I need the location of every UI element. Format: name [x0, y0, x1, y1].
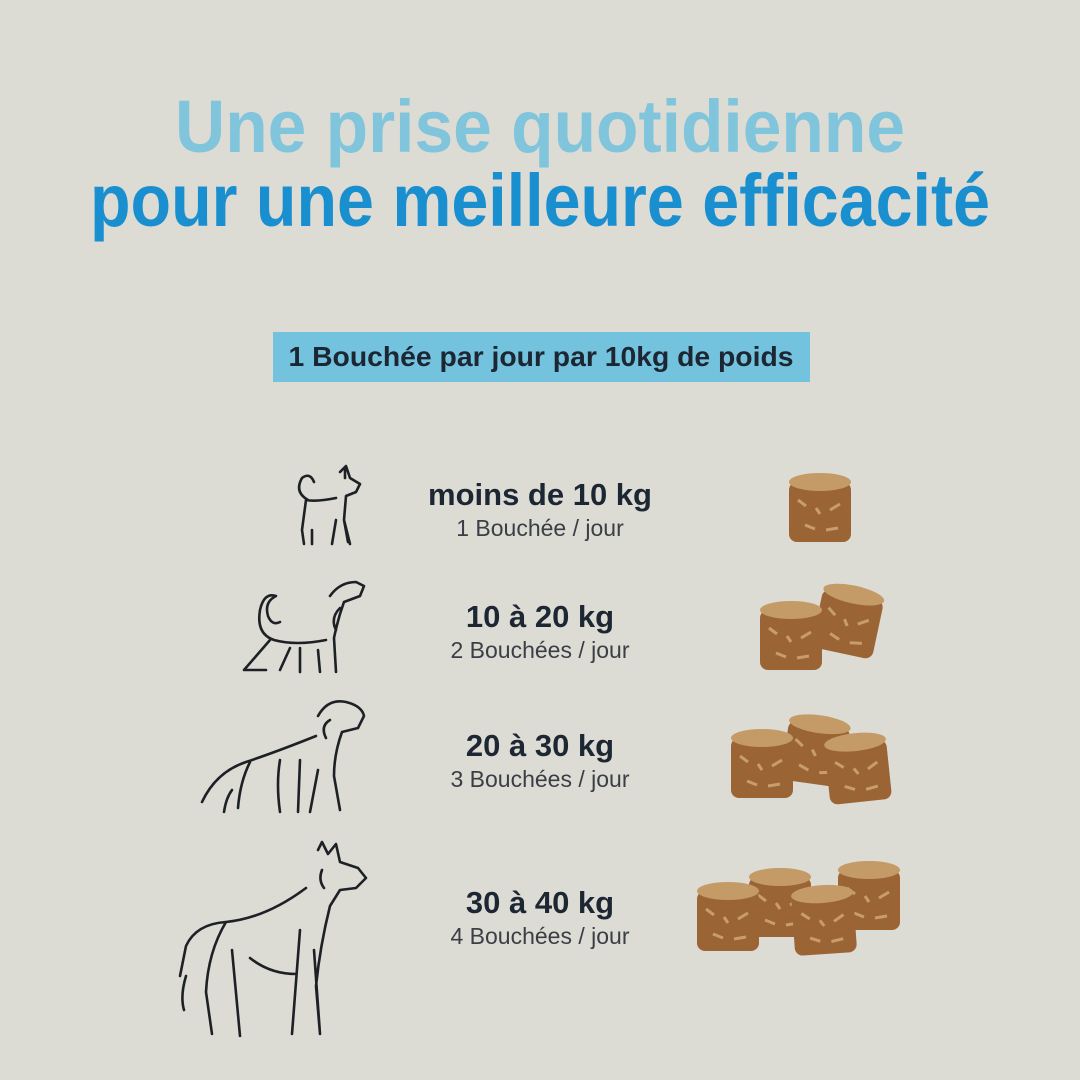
treat — [791, 884, 857, 956]
banner-text: 1 Bouchée par jour par 10kg de poids — [289, 341, 794, 372]
treat-top — [838, 861, 900, 879]
treat — [760, 601, 822, 670]
dog-small — [297, 464, 362, 546]
dog-xlarge — [178, 840, 368, 1038]
treat — [697, 882, 759, 951]
treats — [697, 473, 900, 956]
treat-top — [791, 884, 853, 904]
treat-top — [731, 729, 793, 747]
treat-top — [697, 882, 759, 900]
treat-texture — [739, 754, 783, 788]
treat-texture — [827, 606, 870, 645]
treat-top — [823, 583, 885, 606]
rows: moins de 10 kg 1 Bouchée / jour 10 à 20 kg… — [428, 477, 652, 949]
treat-texture — [705, 907, 749, 941]
treat-top — [760, 601, 822, 619]
treat-top — [824, 732, 886, 752]
weight-label: moins de 10 kg — [428, 477, 652, 512]
dog-medium — [242, 580, 366, 674]
dog-large — [200, 700, 366, 814]
treat-top — [789, 714, 851, 735]
treat-texture — [768, 626, 812, 660]
treat-texture — [797, 498, 841, 532]
treat-top — [749, 868, 811, 886]
treat — [812, 583, 885, 659]
title-line1: Une prise quotidienne — [175, 85, 905, 168]
weight-label: 30 à 40 kg — [466, 885, 614, 920]
dose-label: 2 Bouchées / jour — [450, 637, 629, 663]
banner-box — [273, 332, 810, 382]
weight-label: 20 à 30 kg — [466, 728, 614, 763]
dose-label: 3 Bouchées / jour — [450, 766, 629, 792]
dose-label: 4 Bouchées / jour — [450, 923, 629, 949]
treat — [789, 473, 851, 542]
treat — [824, 732, 892, 805]
treat — [731, 729, 793, 798]
treat-top — [789, 473, 851, 491]
title-line2: pour une meilleure efficacité — [90, 159, 990, 242]
dose-label: 1 Bouchée / jour — [456, 515, 624, 541]
treat-texture — [800, 912, 845, 943]
weight-label: 10 à 20 kg — [466, 599, 614, 634]
treat-texture — [834, 760, 879, 791]
